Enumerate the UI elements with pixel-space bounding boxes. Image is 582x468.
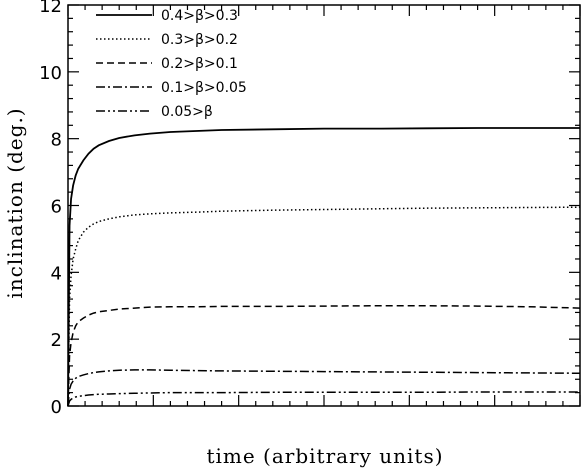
y-axis-title: inclination (deg.) — [3, 107, 27, 298]
legend-label-3: 0.2>β>0.1 — [161, 56, 238, 72]
series-line-4 — [67, 369, 581, 407]
y-tick-label: 10 — [39, 63, 62, 84]
legend-label-5: 0.05>β — [161, 104, 213, 120]
y-tick-label: 2 — [51, 330, 62, 351]
y-tick-label: 6 — [51, 197, 62, 218]
series-line-2 — [67, 206, 581, 407]
legend-label-4: 0.1>β>0.05 — [161, 80, 247, 96]
series-line-3 — [67, 305, 581, 407]
x-axis-title: time (arbitrary units) — [206, 444, 443, 468]
series-line-1 — [67, 127, 580, 407]
series-lines — [67, 127, 581, 407]
y-tick-label: 4 — [51, 263, 62, 284]
legend-label-2: 0.3>β>0.2 — [161, 32, 238, 48]
plot-frame-rect — [67, 4, 581, 407]
y-axis-ticks: 0 2 4 6 8 10 12 — [39, 0, 580, 418]
y-tick-label: 0 — [51, 397, 62, 418]
series-line-5 — [67, 391, 580, 407]
y-tick-label: 12 — [39, 0, 62, 17]
plot-frame — [67, 4, 581, 407]
x-axis-ticks — [67, 5, 581, 406]
legend-label-1: 0.4>β>0.3 — [161, 8, 238, 24]
legend: 0.4>β>0.3 0.3>β>0.2 0.2>β>0.1 0.1>β>0.05 0.0… — [96, 8, 247, 120]
y-tick-label: 8 — [51, 130, 62, 151]
